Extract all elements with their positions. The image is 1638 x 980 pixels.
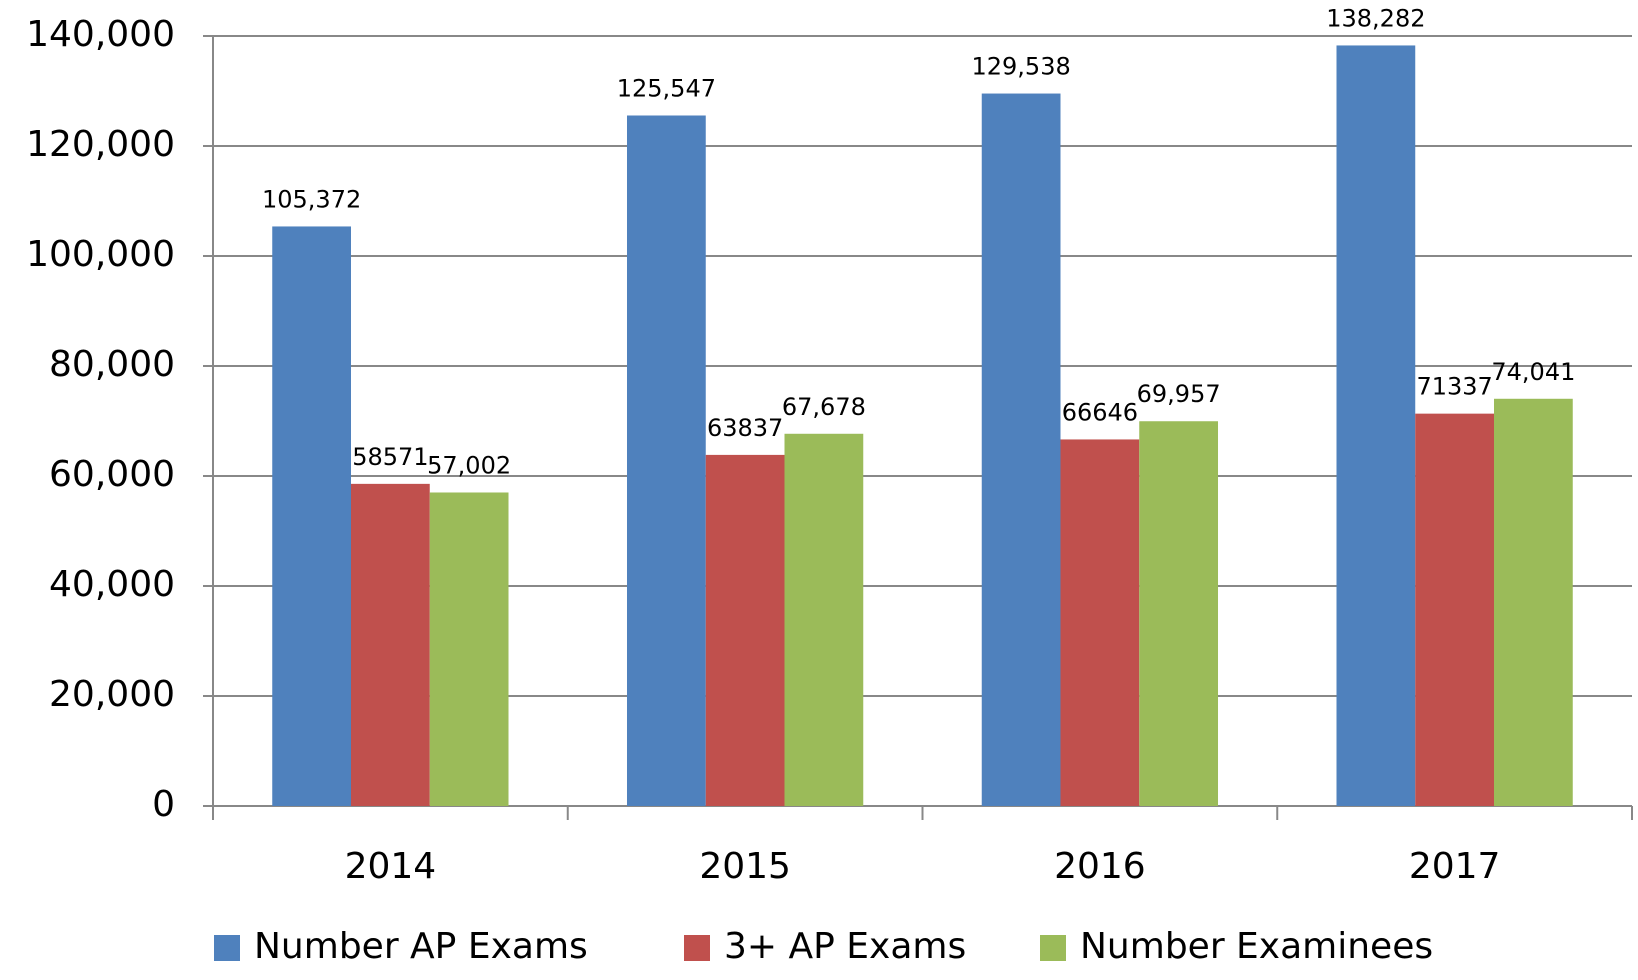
x-tick-label: 2015 [699, 846, 791, 887]
legend-label: 3+ AP Exams [724, 926, 966, 967]
bar [1336, 45, 1416, 807]
legend-swatch [214, 935, 240, 961]
y-tick-label: 140,000 [26, 14, 175, 55]
bar [1139, 421, 1219, 806]
data-label: 71337 [1416, 373, 1492, 401]
data-label: 57,002 [427, 451, 511, 479]
data-label: 69,957 [1137, 380, 1221, 408]
bar [350, 483, 430, 806]
data-label: 67,678 [782, 393, 866, 421]
x-tick-label: 2017 [1409, 846, 1501, 887]
bar [272, 226, 351, 807]
bar [1060, 439, 1140, 806]
y-tick-label: 120,000 [26, 124, 175, 165]
bar [1494, 398, 1573, 806]
data-label: 63837 [707, 414, 783, 442]
data-label: 138,282 [1326, 4, 1425, 32]
x-tick-label: 2016 [1054, 846, 1146, 887]
legend-swatch [684, 935, 710, 961]
y-tick-label: 40,000 [49, 564, 175, 605]
legend-label: Number Examinees [1080, 926, 1433, 967]
y-tick-label: 100,000 [26, 234, 175, 275]
data-label: 66646 [1062, 398, 1138, 426]
bar [1415, 413, 1495, 806]
data-label: 58571 [352, 443, 428, 471]
bar [626, 115, 706, 806]
y-tick-label: 20,000 [49, 674, 175, 715]
data-label: 74,041 [1491, 358, 1575, 386]
data-label: 105,372 [262, 185, 361, 213]
data-label: 125,547 [617, 74, 716, 102]
bar [981, 93, 1061, 806]
legend-label: Number AP Exams [254, 926, 588, 967]
bar [784, 433, 864, 806]
bar [705, 454, 785, 806]
bar [429, 492, 509, 806]
y-tick-label: 80,000 [49, 344, 175, 385]
legend-swatch [1040, 935, 1066, 961]
data-label: 129,538 [971, 53, 1070, 81]
y-tick-label: 60,000 [49, 454, 175, 495]
y-tick-label: 0 [152, 784, 175, 825]
x-tick-label: 2014 [345, 846, 437, 887]
